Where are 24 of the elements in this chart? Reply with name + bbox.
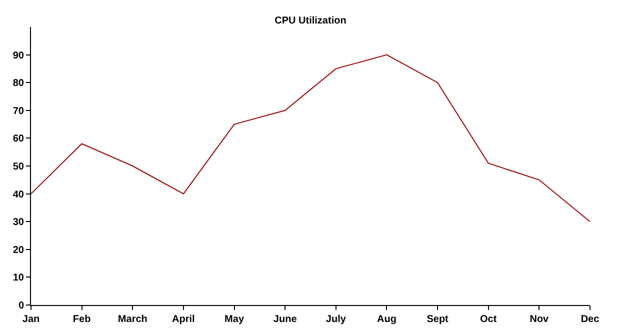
x-tick-label: Dec bbox=[580, 314, 600, 325]
y-tick-label: 80 bbox=[12, 78, 24, 90]
x-tick-label: May bbox=[224, 314, 244, 325]
y-tick-label: 40 bbox=[12, 189, 24, 200]
x-tick-label: Feb bbox=[72, 314, 91, 325]
y-tick-label: 10 bbox=[12, 272, 24, 284]
y-tick-label: 20 bbox=[12, 244, 24, 256]
x-tick-label: July bbox=[326, 314, 346, 325]
y-tick-label: 50 bbox=[12, 162, 24, 172]
x-tick-label: Nov bbox=[530, 314, 550, 325]
x-tick-label: Jan bbox=[22, 314, 40, 325]
x-tick-label: June bbox=[273, 314, 298, 325]
y-tick-label: 90 bbox=[12, 50, 24, 62]
y-tick-label: 70 bbox=[12, 106, 24, 117]
x-tick-label: Aug bbox=[377, 314, 396, 325]
y-tick-label: 30 bbox=[12, 217, 24, 228]
x-tick-label: April bbox=[172, 314, 196, 325]
y-tick-label: 60 bbox=[12, 134, 24, 145]
chart-title: CPU Utilization bbox=[274, 16, 346, 27]
x-tick-label: Oct bbox=[480, 314, 498, 325]
line-series bbox=[31, 54, 590, 222]
x-tick-label: March bbox=[118, 314, 148, 325]
y-tick-label: 0 bbox=[18, 300, 24, 312]
x-tick-label: Sept bbox=[426, 314, 450, 325]
